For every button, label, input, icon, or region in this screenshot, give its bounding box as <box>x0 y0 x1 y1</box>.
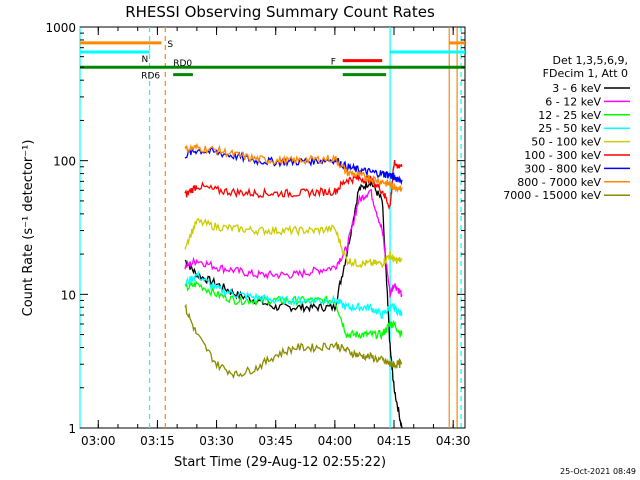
x-axis-label: Start Time (29-Aug-12 02:55:22) <box>174 455 386 470</box>
legend-label: 12 - 25 keV <box>538 109 601 122</box>
footer-date: 25-Oct-2021 08:49 <box>560 467 636 476</box>
flag-bars: S N F RD0 RD6 <box>80 40 465 82</box>
chart-title: RHESSI Observing Summary Count Rates <box>125 3 435 21</box>
legend-header: FDecim 1, Att 0 <box>543 67 628 80</box>
legend-label: 3 - 6 keV <box>552 82 601 95</box>
y-axis-label: Count Rate (s⁻¹ detector⁻¹) <box>21 140 36 317</box>
legend-label: 50 - 100 keV <box>531 136 601 149</box>
legend-label: 300 - 800 keV <box>524 162 601 175</box>
x-axis: 03:00 03:15 03:30 03:45 04:00 04:15 04:30 <box>81 27 470 448</box>
flag-label-rd0: RD0 <box>173 59 192 69</box>
y-tick-label: 1000 <box>45 21 76 35</box>
series-line-0 <box>184 179 403 429</box>
x-tick-label: 04:15 <box>377 434 412 448</box>
y-axis: 1 10 100 1000 <box>45 21 465 436</box>
series-lines <box>184 142 403 429</box>
x-tick-label: 03:15 <box>140 434 175 448</box>
x-tick-label: 04:00 <box>318 434 353 448</box>
series-line-3 <box>184 270 403 319</box>
x-tick-label: 03:45 <box>258 434 293 448</box>
legend-label: 100 - 300 keV <box>524 149 601 162</box>
y-tick-label: 1 <box>68 422 76 436</box>
series-line-5 <box>184 159 403 210</box>
vertical-markers <box>79 27 462 428</box>
y-tick-label: 10 <box>61 288 76 302</box>
series-line-4 <box>184 217 403 269</box>
legend: Det 1,3,5,6,9,FDecim 1, Att 0 3 - 6 keV6 … <box>503 54 630 202</box>
flag-label-f: F <box>331 58 336 68</box>
x-tick-label: 03:00 <box>81 434 116 448</box>
legend-label: 800 - 7000 keV <box>517 176 601 189</box>
legend-label: 7000 - 15000 keV <box>503 189 601 202</box>
legend-header: Det 1,3,5,6,9, <box>552 54 628 67</box>
series-line-8 <box>184 303 403 380</box>
flag-label-s: S <box>167 40 173 50</box>
x-tick-label: 04:30 <box>436 434 471 448</box>
x-tick-label: 03:30 <box>199 434 234 448</box>
series-line-2 <box>184 279 403 341</box>
series-line-7 <box>184 142 403 193</box>
y-tick-label: 100 <box>53 155 76 169</box>
legend-label: 6 - 12 keV <box>545 95 601 108</box>
flag-label-rd6: RD6 <box>141 72 160 82</box>
series-line-1 <box>184 188 403 298</box>
flag-label-n: N <box>142 55 149 65</box>
legend-label: 25 - 50 keV <box>538 122 601 135</box>
